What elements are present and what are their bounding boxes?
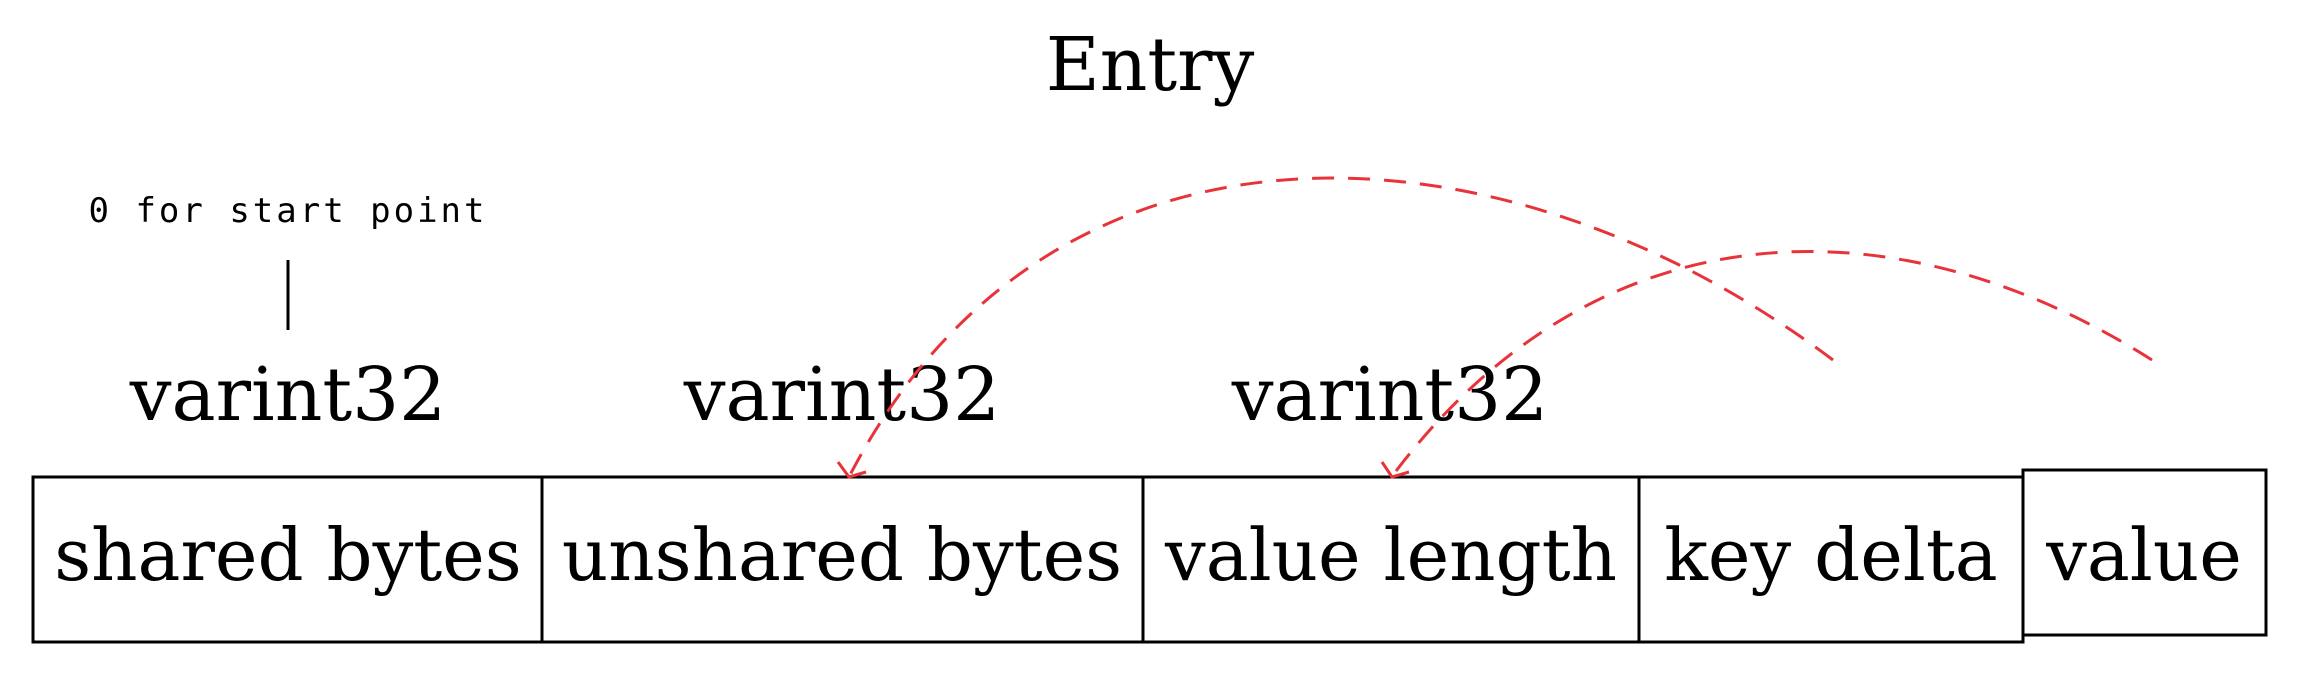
shared-bytes-type-label: varint32 bbox=[129, 352, 447, 438]
field-value-length: value length bbox=[1141, 475, 1641, 644]
field-value: value bbox=[2021, 468, 2268, 637]
unshared-bytes-type-label: varint32 bbox=[683, 352, 1001, 438]
value-length-type-label: varint32 bbox=[1231, 352, 1549, 438]
field-unshared-bytes-label: unshared bytes bbox=[562, 513, 1122, 597]
diagram-title: Entry bbox=[1046, 22, 1255, 108]
key-delta-to-unshared-arrowhead bbox=[836, 461, 867, 479]
field-key-delta: key delta bbox=[1637, 475, 2025, 644]
key-delta-to-unshared-arrow bbox=[848, 176, 1834, 476]
value-to-value-length-arrow bbox=[1391, 250, 2153, 476]
value-to-value-length-arrowhead bbox=[1380, 461, 1410, 479]
field-value-label: value bbox=[2045, 513, 2242, 597]
field-value-box bbox=[2021, 468, 2268, 637]
field-unshared-bytes-box bbox=[540, 475, 1145, 644]
field-unshared-bytes: unshared bytes bbox=[540, 475, 1145, 644]
start-point-note: 0 for start point bbox=[89, 191, 488, 231]
field-key-delta-label: key delta bbox=[1664, 513, 1997, 597]
field-value-length-label: value length bbox=[1164, 513, 1617, 597]
field-shared-bytes: shared bytes bbox=[31, 475, 544, 644]
field-shared-bytes-label: shared bytes bbox=[54, 513, 522, 597]
field-shared-bytes-box bbox=[31, 475, 544, 644]
